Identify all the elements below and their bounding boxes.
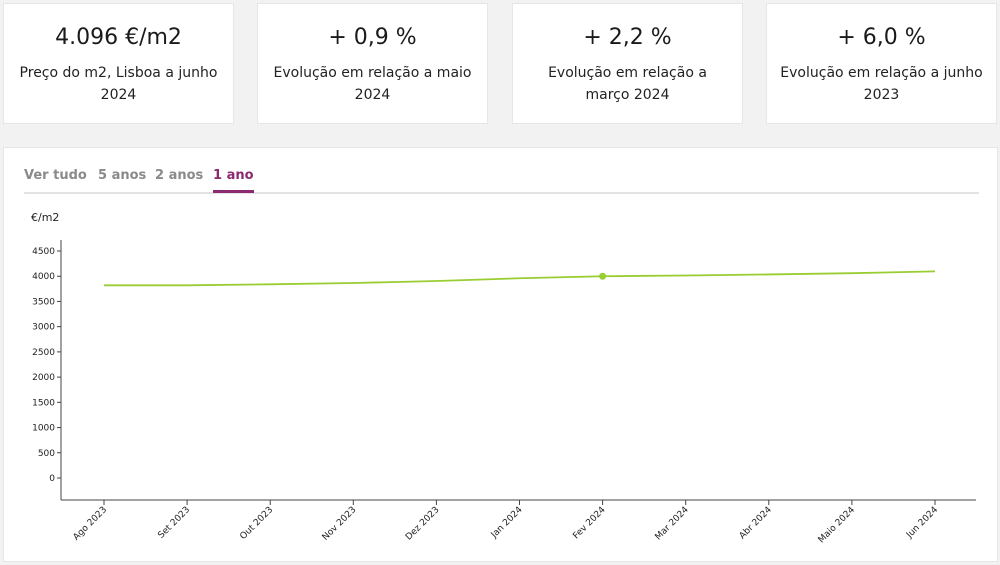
highlight-point [599,272,607,280]
x-tick-label: Jun 2024 [904,505,940,541]
y-tick-label: 4000 [32,272,55,282]
quarterly-change-card: + 2,2 % Evolução em relação a março 2024 [512,3,743,124]
x-tick-label: Jan 2024 [489,505,525,541]
series-line [104,270,936,287]
yearly-change-card: + 6,0 % Evolução em relação a junho 2023 [766,3,997,124]
y-axis-unit: €/m2 [31,211,60,224]
price-card: 4.096 €/m2 Preço do m2, Lisboa a junho 2… [3,3,234,124]
x-tick-label: Out 2023 [238,505,275,542]
chart-panel: Ver tudo 5 anos 2 anos 1 ano [3,147,998,562]
yearly-change-value: + 6,0 % [837,25,926,50]
y-tick-label: 1000 [32,424,55,434]
x-tick-label: Mar 2024 [654,505,691,542]
monthly-change-card: + 0,9 % Evolução em relação a maio 2024 [257,3,488,124]
x-tick-label: Fev 2024 [571,505,607,541]
y-tick-label: 3500 [32,297,55,307]
y-tick-label: 3000 [32,323,55,333]
tab-1-ano[interactable]: 1 ano [213,168,254,193]
y-tick-label: 2500 [32,348,55,358]
y-tick-label: 500 [38,449,55,459]
tab-5-anos[interactable]: 5 anos [98,168,147,183]
x-tick-label: Ago 2023 [72,505,110,543]
x-tick-label: Set 2023 [156,505,192,541]
tab-ver-tudo[interactable]: Ver tudo [24,168,87,183]
y-tick-label: 1500 [32,398,55,408]
period-tabs: Ver tudo 5 anos 2 anos 1 ano [24,168,979,194]
y-tick-label: 2000 [32,373,55,383]
price-description: Preço do m2, Lisboa a junho 2024 [19,65,218,103]
monthly-change-description: Evolução em relação a maio 2024 [273,65,472,103]
x-tick-label: Dez 2023 [404,505,441,542]
x-tick-label: Maio 2024 [817,505,858,546]
x-tick-label: Nov 2023 [321,505,359,543]
yearly-change-description: Evolução em relação a junho 2023 [780,65,983,103]
quarterly-change-description: Evolução em relação a março 2024 [548,65,707,103]
summary-cards: 4.096 €/m2 Preço do m2, Lisboa a junho 2… [3,3,997,125]
tab-2-anos[interactable]: 2 anos [155,168,204,183]
y-tick-label: 4500 [32,247,55,257]
price-value: 4.096 €/m2 [55,25,182,50]
x-tick-label: Abr 2024 [738,505,774,541]
quarterly-change-value: + 2,2 % [583,25,672,50]
y-tick-label: 0 [49,474,55,484]
monthly-change-value: + 0,9 % [328,25,417,50]
